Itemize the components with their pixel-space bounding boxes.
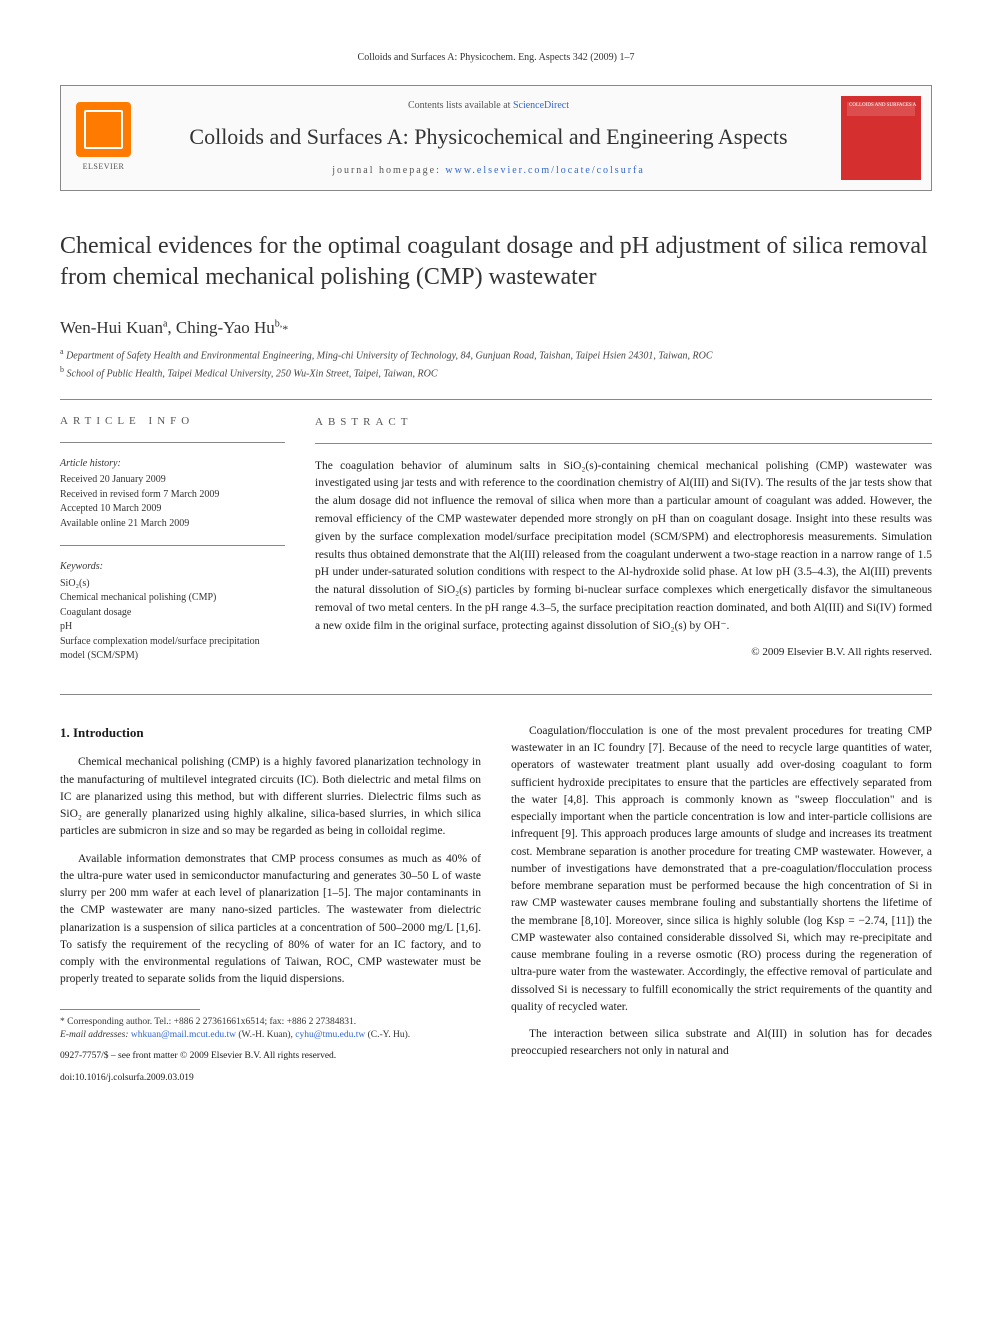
running-head: Colloids and Surfaces A: Physicochem. En… <box>60 50 932 65</box>
homepage-url[interactable]: www.elsevier.com/locate/colsurfa <box>445 165 644 176</box>
aff-a-marker: a <box>60 347 64 356</box>
issn-line: 0927-7757/$ – see front matter © 2009 El… <box>60 1050 481 1063</box>
article-info-label: ARTICLE INFO <box>60 414 285 430</box>
right-para-1: Coagulation/flocculation is one of the m… <box>511 723 932 1016</box>
right-column: Coagulation/flocculation is one of the m… <box>511 723 932 1085</box>
corresponding-mark: * <box>282 322 288 336</box>
abstract-label: ABSTRACT <box>315 414 932 431</box>
keyword-3: Coagulant dosage <box>60 606 285 621</box>
history-revised: Received in revised form 7 March 2009 <box>60 488 285 503</box>
homepage-label: journal homepage: <box>332 165 445 176</box>
email-1[interactable]: whkuan@mail.mcut.edu.tw <box>131 1030 236 1040</box>
section-divider <box>60 399 932 400</box>
publisher-logo: ELSEVIER <box>61 86 146 190</box>
article-info: ARTICLE INFO Article history: Received 2… <box>60 414 285 678</box>
doi-line: doi:10.1016/j.colsurfa.2009.03.019 <box>60 1072 481 1085</box>
abstract-text: The coagulation behavior of aluminum sal… <box>315 458 932 636</box>
keywords-heading: Keywords: <box>60 560 285 575</box>
contents-available: Contents lists available at ScienceDirec… <box>166 98 811 113</box>
cover-label: COLLOIDS AND SURFACES A <box>849 103 916 109</box>
affiliation-a: a Department of Safety Health and Enviro… <box>60 346 932 363</box>
aff-b-text: School of Public Health, Taipei Medical … <box>67 368 438 379</box>
header-center: Contents lists available at ScienceDirec… <box>146 86 831 190</box>
left-column: 1. Introduction Chemical mechanical poli… <box>60 723 481 1085</box>
intro-para-1: Chemical mechanical polishing (CMP) is a… <box>60 754 481 840</box>
publisher-name: ELSEVIER <box>83 161 125 173</box>
journal-cover-thumbnail: COLLOIDS AND SURFACES A <box>841 96 921 180</box>
emails-label: E-mail addresses: <box>60 1030 129 1040</box>
body-divider <box>60 694 932 695</box>
journal-title: Colloids and Surfaces A: Physicochemical… <box>166 123 811 151</box>
abstract-divider <box>315 443 932 444</box>
intro-heading: 1. Introduction <box>60 723 481 743</box>
email-1-who: (W.-H. Kuan), <box>238 1030 293 1040</box>
info-divider-1 <box>60 442 285 443</box>
article-title: Chemical evidences for the optimal coagu… <box>60 231 932 293</box>
abstract: ABSTRACT The coagulation behavior of alu… <box>315 414 932 678</box>
author-1-marker: a <box>163 318 167 329</box>
history-received: Received 20 January 2009 <box>60 473 285 488</box>
keywords-block: Keywords: SiO₂(s) Chemical mechanical po… <box>60 560 285 664</box>
author-list: Wen-Hui Kuana, Ching-Yao Hub,* <box>60 315 932 341</box>
email-2[interactable]: cyhu@tmu.edu.tw <box>295 1030 365 1040</box>
history-online: Available online 21 March 2009 <box>60 517 285 532</box>
contents-prefix: Contents lists available at <box>408 100 513 111</box>
elsevier-tree-icon <box>76 102 131 157</box>
keyword-1: SiO₂(s) <box>60 577 285 592</box>
aff-b-marker: b <box>60 365 64 374</box>
corresponding-footnote: * Corresponding author. Tel.: +886 2 273… <box>60 1016 481 1029</box>
email-2-who: (C.-Y. Hu). <box>368 1030 411 1040</box>
footnotes: * Corresponding author. Tel.: +886 2 273… <box>60 1016 481 1043</box>
abstract-copyright: © 2009 Elsevier B.V. All rights reserved… <box>315 644 932 661</box>
affiliation-b: b School of Public Health, Taipei Medica… <box>60 364 932 381</box>
author-2: Ching-Yao Hub,* <box>176 318 288 337</box>
author-1-name: Wen-Hui Kuan <box>60 318 163 337</box>
keyword-5: Surface complexation model/surface preci… <box>60 635 285 664</box>
history-accepted: Accepted 10 March 2009 <box>60 502 285 517</box>
author-1: Wen-Hui Kuana <box>60 318 167 337</box>
body-columns: 1. Introduction Chemical mechanical poli… <box>60 723 932 1085</box>
affiliations: a Department of Safety Health and Enviro… <box>60 346 932 381</box>
author-2-name: Ching-Yao Hu <box>176 318 275 337</box>
info-divider-2 <box>60 545 285 546</box>
info-abstract-row: ARTICLE INFO Article history: Received 2… <box>60 414 932 678</box>
keyword-4: pH <box>60 620 285 635</box>
right-para-2: The interaction between silica substrate… <box>511 1026 932 1061</box>
keyword-2: Chemical mechanical polishing (CMP) <box>60 591 285 606</box>
journal-homepage: journal homepage: www.elsevier.com/locat… <box>166 163 811 178</box>
journal-header: ELSEVIER Contents lists available at Sci… <box>60 85 932 191</box>
history-heading: Article history: <box>60 457 285 472</box>
sciencedirect-link[interactable]: ScienceDirect <box>513 100 569 111</box>
footnote-separator <box>60 1009 200 1010</box>
email-footnote: E-mail addresses: whkuan@mail.mcut.edu.t… <box>60 1029 481 1042</box>
article-history: Article history: Received 20 January 200… <box>60 457 285 532</box>
aff-a-text: Department of Safety Health and Environm… <box>66 351 712 362</box>
intro-para-2: Available information demonstrates that … <box>60 851 481 989</box>
